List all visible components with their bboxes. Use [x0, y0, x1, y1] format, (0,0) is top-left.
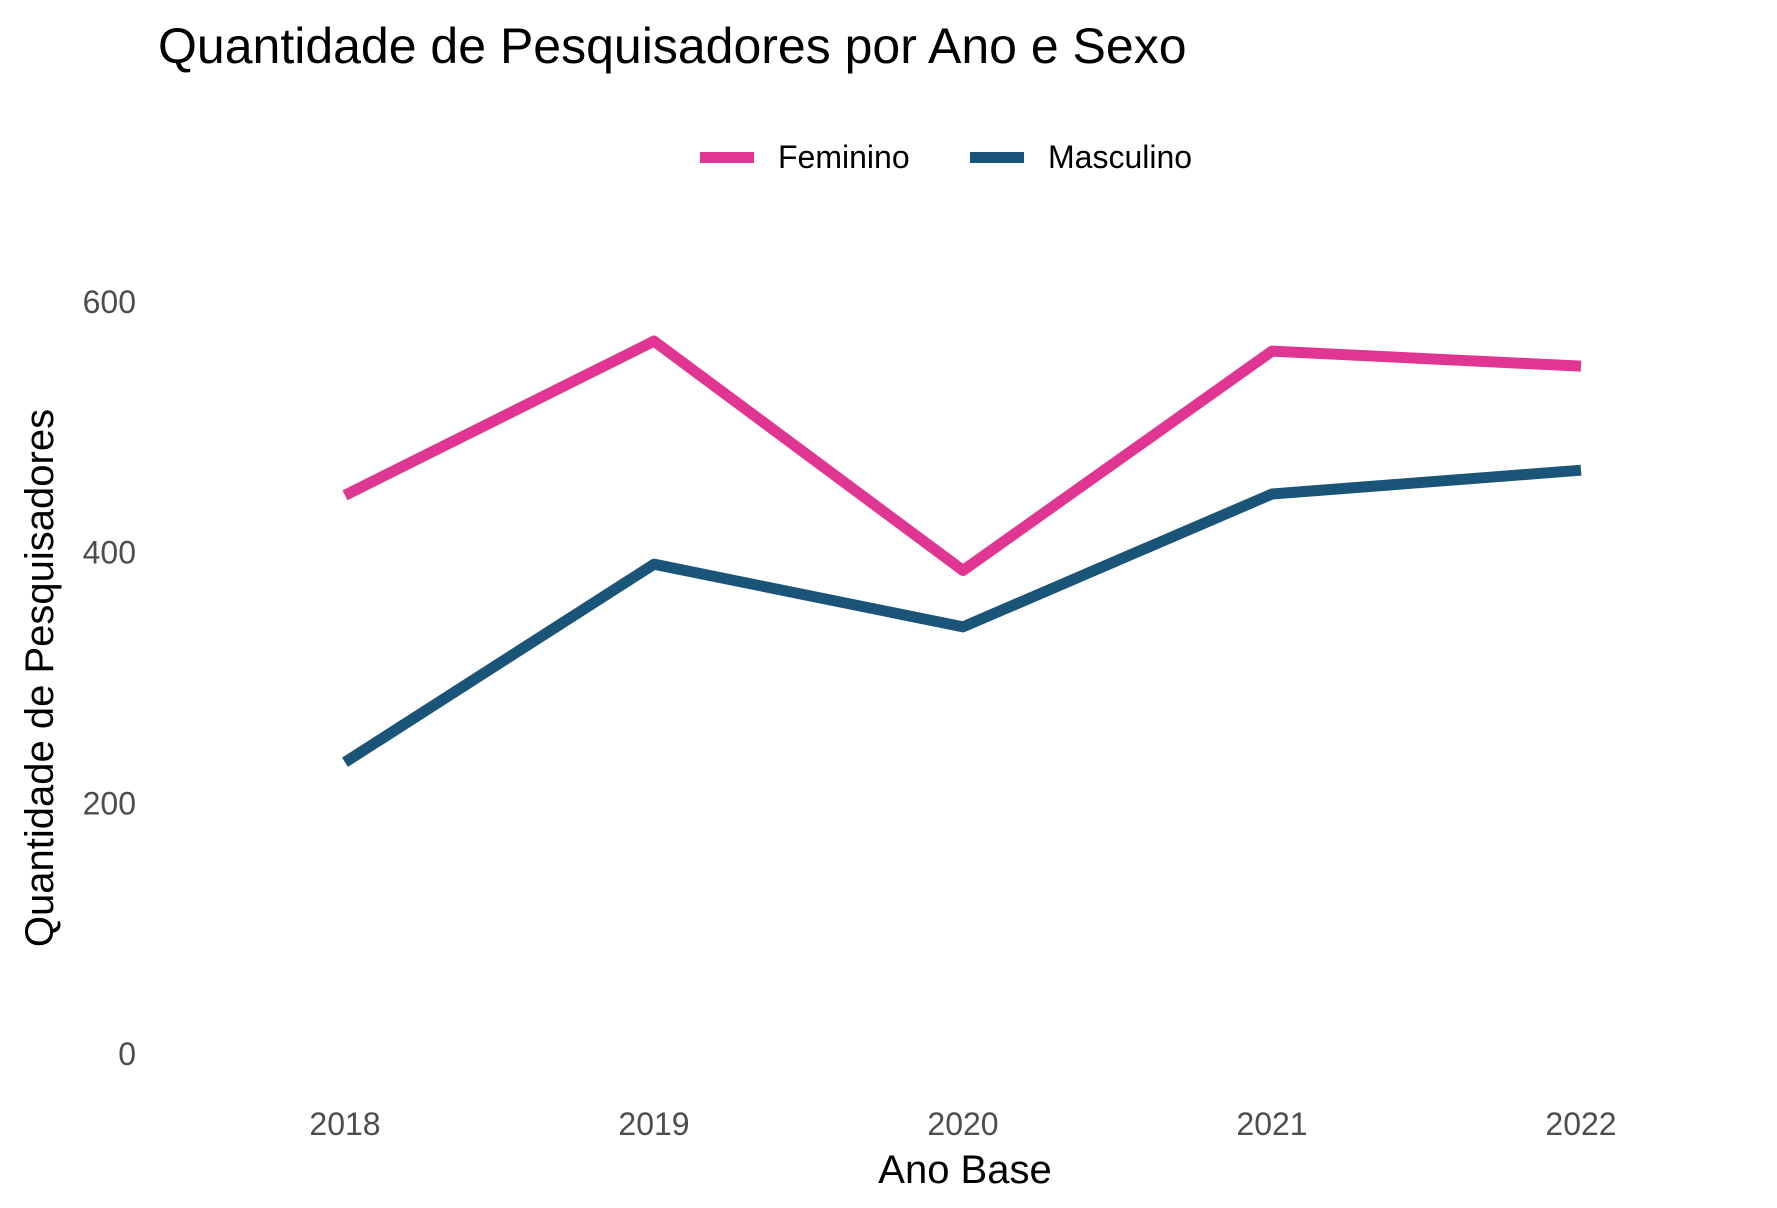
x-tick-label: 2021: [1236, 1106, 1307, 1142]
y-tick-label: 600: [83, 284, 136, 320]
y-tick-label: 200: [83, 785, 136, 821]
legend-item-masculino: Masculino: [970, 132, 1192, 182]
legend-item-feminino: Feminino: [700, 132, 910, 182]
series-line-masculino: [342, 464, 1582, 767]
x-tick-label: 2019: [618, 1106, 689, 1142]
x-tick-label: 2020: [927, 1106, 998, 1142]
series-line-feminino: [342, 335, 1582, 576]
series-lines: [342, 335, 1582, 767]
y-tick-label: 0: [118, 1036, 136, 1072]
legend: Feminino Masculino: [0, 132, 1777, 182]
chart-title: Quantidade de Pesquisadores por Ano e Se…: [158, 18, 1187, 74]
legend-label-feminino: Feminino: [778, 138, 910, 175]
legend-label-masculino: Masculino: [1048, 138, 1193, 175]
x-tick-label: 2018: [309, 1106, 380, 1142]
x-axis-title: Ano Base: [878, 1148, 1051, 1192]
x-axis-ticks: 2018 2019 2020 2021 2022: [309, 1106, 1616, 1142]
x-tick-label: 2022: [1545, 1106, 1616, 1142]
legend-key-feminino: [700, 151, 754, 163]
legend-key-masculino: [970, 151, 1024, 163]
y-tick-label: 400: [83, 535, 136, 571]
y-axis-ticks: 0 200 400 600: [83, 284, 136, 1072]
y-axis-title: Quantidade de Pesquisadores: [18, 409, 62, 947]
